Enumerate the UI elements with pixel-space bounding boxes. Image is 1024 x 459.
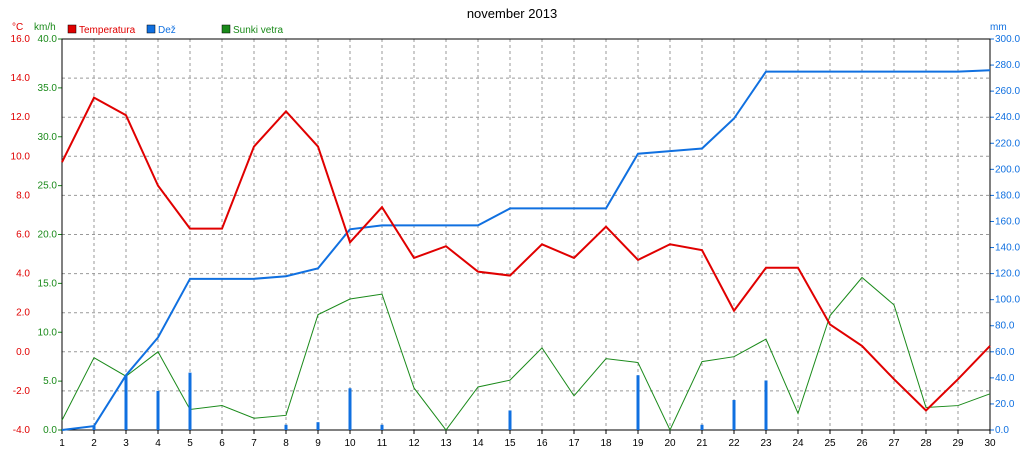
y2-tick-label: 15.0: [38, 278, 58, 289]
y3-unit: mm: [990, 22, 1007, 33]
y2-tick-label: 5.0: [43, 376, 57, 387]
legend-label: Temperatura: [79, 25, 136, 36]
legend-swatch: [221, 24, 231, 34]
x-tick-label: 3: [123, 438, 129, 449]
x-tick-label: 30: [984, 438, 996, 449]
y3-tick-label: 40.0: [995, 373, 1015, 384]
x-tick-label: 9: [315, 438, 321, 449]
legend-swatch: [67, 24, 77, 34]
rain-bar: [188, 372, 192, 430]
y-tick-label: 4.0: [16, 269, 30, 280]
y3-tick-label: 80.0: [995, 321, 1015, 332]
x-tick-label: 28: [920, 438, 932, 449]
x-tick-label: 10: [344, 438, 356, 449]
x-tick-label: 14: [472, 438, 484, 449]
y3-tick-label: 280.0: [995, 60, 1020, 71]
y3-tick-label: 180.0: [995, 190, 1020, 201]
y-unit: °C: [12, 22, 23, 33]
x-tick-label: 23: [760, 438, 772, 449]
y3-tick-label: 100.0: [995, 295, 1020, 306]
y-tick-label: 14.0: [11, 73, 31, 84]
x-tick-label: 4: [155, 438, 161, 449]
rain-bar: [636, 375, 640, 430]
rain-bar: [380, 424, 384, 430]
x-tick-label: 24: [792, 438, 804, 449]
y2-tick-label: 25.0: [38, 181, 58, 192]
x-tick-label: 27: [888, 438, 900, 449]
y3-tick-label: 200.0: [995, 164, 1020, 175]
x-tick-label: 29: [952, 438, 964, 449]
y3-tick-label: 20.0: [995, 399, 1015, 410]
legend-label: Dež: [158, 25, 176, 36]
y-tick-label: -4.0: [13, 425, 31, 436]
y-tick-label: 10.0: [11, 151, 31, 162]
rain-bar: [156, 390, 160, 430]
y3-tick-label: 260.0: [995, 86, 1020, 97]
x-tick-label: 13: [440, 438, 452, 449]
legend-label: Sunki vetra: [233, 25, 283, 36]
x-tick-label: 25: [824, 438, 836, 449]
x-tick-label: 22: [728, 438, 740, 449]
rain-bar: [316, 422, 320, 430]
y2-unit: km/h: [34, 22, 56, 33]
x-tick-label: 7: [251, 438, 257, 449]
x-tick-label: 17: [568, 438, 580, 449]
x-tick-label: 1: [59, 438, 65, 449]
y2-tick-label: 20.0: [38, 230, 58, 241]
x-tick-label: 20: [664, 438, 676, 449]
y2-tick-label: 0.0: [43, 425, 57, 436]
legend-swatch: [146, 24, 156, 34]
y3-tick-label: 300.0: [995, 34, 1020, 45]
x-tick-label: 18: [600, 438, 612, 449]
chart-title: november 2013: [467, 6, 557, 21]
rain-bar: [284, 424, 288, 430]
y-tick-label: 6.0: [16, 230, 30, 241]
y3-tick-label: 160.0: [995, 216, 1020, 227]
rain-bar: [732, 400, 736, 430]
rain-bar: [92, 426, 96, 430]
rain-bar: [124, 375, 128, 430]
y3-tick-label: 0.0: [995, 425, 1009, 436]
series-line: [61, 69, 991, 431]
y2-tick-label: 10.0: [38, 327, 58, 338]
rain-bar: [764, 380, 768, 430]
x-tick-label: 5: [187, 438, 193, 449]
x-tick-label: 12: [408, 438, 420, 449]
x-tick-label: 15: [504, 438, 516, 449]
y-tick-label: 12.0: [11, 112, 31, 123]
x-tick-label: 8: [283, 438, 289, 449]
x-tick-label: 21: [696, 438, 708, 449]
plot-frame: [61, 38, 991, 431]
y3-tick-label: 140.0: [995, 243, 1020, 254]
y-tick-label: 2.0: [16, 308, 30, 319]
y3-tick-label: 60.0: [995, 347, 1015, 358]
series-line: [61, 276, 991, 432]
rain-bar: [508, 410, 512, 430]
y-tick-label: -2.0: [13, 386, 31, 397]
y-tick-label: 8.0: [16, 190, 30, 201]
series-line: [61, 96, 991, 412]
y2-tick-label: 30.0: [38, 132, 58, 143]
y2-tick-label: 35.0: [38, 83, 58, 94]
x-tick-label: 11: [377, 438, 388, 449]
y-tick-label: 16.0: [11, 34, 31, 45]
x-tick-label: 6: [219, 438, 225, 449]
x-tick-label: 2: [91, 438, 97, 449]
y2-tick-label: 40.0: [38, 34, 58, 45]
x-tick-label: 26: [856, 438, 868, 449]
rain-bar: [700, 424, 704, 430]
y-tick-label: 0.0: [16, 347, 30, 358]
y3-tick-label: 220.0: [995, 138, 1020, 149]
y3-tick-label: 120.0: [995, 269, 1020, 280]
x-tick-label: 19: [632, 438, 644, 449]
rain-bar: [348, 388, 352, 430]
x-tick-label: 16: [536, 438, 548, 449]
y3-tick-label: 240.0: [995, 112, 1020, 123]
